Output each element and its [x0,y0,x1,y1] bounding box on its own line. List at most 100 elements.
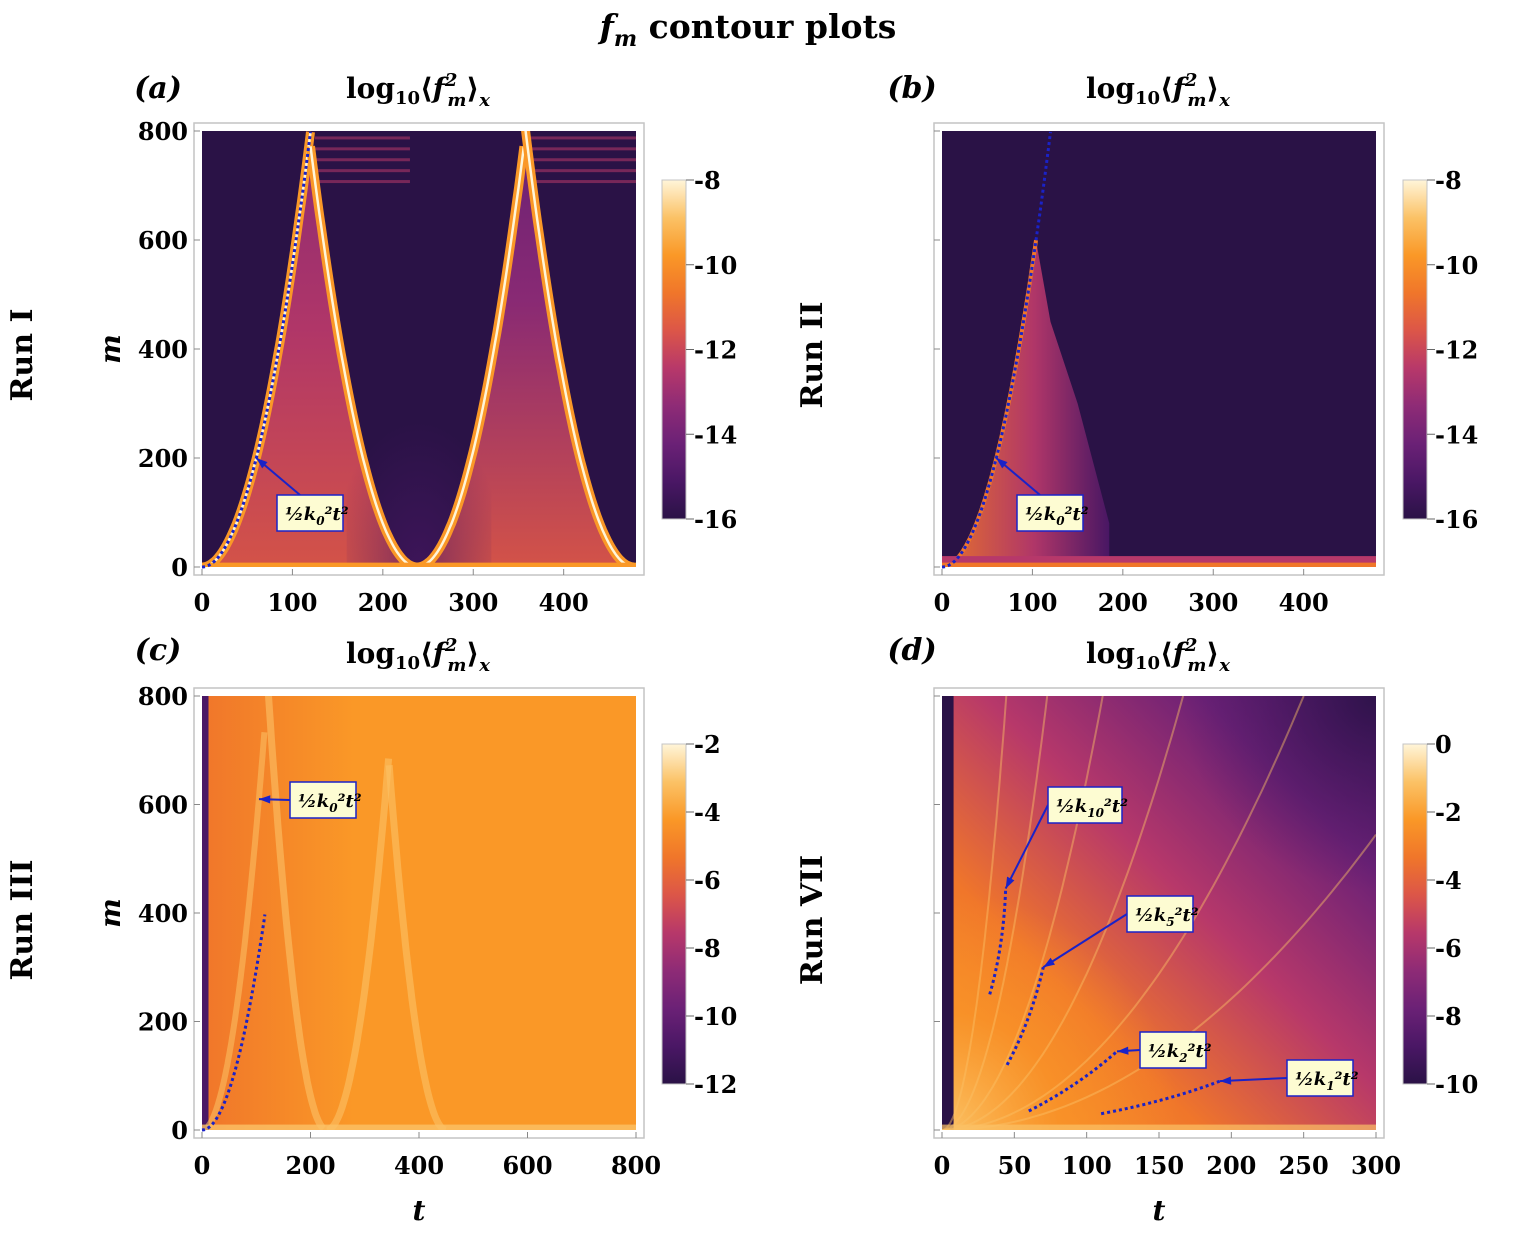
axes: 0 50 100 150 200 250 300 t [934,695,1401,1227]
x-tick-label: 0 [194,1151,211,1180]
annotation-arrow [1042,913,1128,969]
colorbar-tick-label: -8 [694,934,721,963]
panel-letter: (c) [135,633,182,668]
bottom-band-core [942,562,1376,567]
colorbar-tick-label: -14 [694,420,737,449]
row-label: Run VII [795,855,830,985]
faint-arc [385,764,447,1130]
x-tick-label: 150 [1134,1151,1184,1180]
y-tick-label: 400 [138,899,188,928]
colorbar-gradient [1402,743,1428,1085]
colorbar: -8 -10 -12 -14 -16 [1402,166,1478,534]
striation [315,147,410,151]
colorbar-tick-label: -6 [1435,934,1462,963]
panel-title: log10⟨f2 m⟩x [1086,635,1230,676]
colorbar-gradient [661,743,687,1085]
faint-ray [942,696,1185,1130]
y-tick-label: 600 [138,791,188,820]
y-tick-label: 200 [138,444,188,473]
x-tick-label: 400 [394,1151,444,1180]
dark-edge [202,696,209,1130]
annotation-label: ½k0²t² [285,504,349,528]
x-tick-label: 200 [285,1151,335,1180]
x-tick-label: 400 [1279,588,1329,617]
striation [315,136,410,140]
colorbar-tick-label: -10 [1435,1070,1478,1099]
annotation-box [1016,494,1084,532]
x-tick-label: 100 [1062,1151,1112,1180]
colorbar-tick-label: -16 [1435,505,1478,534]
heatmap-area [942,131,1376,567]
annotation-arrowhead [1219,1076,1232,1085]
guide-curves [201,914,267,1132]
bottom-band [202,1124,636,1130]
annotation-arrowhead [256,458,268,469]
annotation-label: ½k2²t² [1148,1041,1212,1065]
striation [529,169,636,173]
colorbar-tick-label: -12 [1435,336,1478,365]
annotation: ½k10²t² [1004,786,1128,890]
x-tick-label: 200 [1206,1151,1256,1180]
annotation: ½k5²t² [1042,895,1199,969]
colorbar: -2 -4 -6 -8 -10 -12 [661,730,737,1099]
annotation: ½k2²t² [1116,1031,1212,1069]
annotation-box [1139,1031,1207,1069]
colorbar-tick-label: -6 [694,866,721,895]
heatmap-area [202,131,636,567]
x-tick-label: 100 [1007,588,1057,617]
colorbar: -8 -10 -12 -14 -16 [661,166,737,534]
colorbar-gradient [1402,179,1428,520]
figure-title-rest: contour plots [637,7,896,46]
faint-ray [942,696,1305,1130]
figure-title-base: f [598,7,619,46]
colorbar-tick-label: -4 [1435,866,1462,895]
axes: 0 200 400 600 800 0 200 400 600 800 m t [94,682,661,1227]
faint-arc [265,696,326,1130]
guide-curves [988,888,1221,1116]
striation [315,180,410,184]
y-tick-label: 800 [138,682,188,711]
x-tick-label: 800 [611,1151,661,1180]
y-axis-label: m [94,334,127,364]
colorbar-tick-label: -10 [694,1002,737,1031]
annotation-box [276,494,344,532]
guide-curve-k2 [1028,1050,1119,1113]
y-tick-label: 400 [138,335,188,364]
colorbar-gradient [661,179,687,520]
striation [315,158,410,162]
y-axis-label: m [94,898,127,928]
x-tick-label: 0 [194,588,211,617]
panel-c: ½k0²t² 0 200 400 600 800 0 200 400 600 800 m t log10⟨… [5,633,737,1227]
colorbar-tick-label: -8 [1435,1002,1462,1031]
colorbar-tick-label: -2 [1435,798,1462,827]
annotation-label: ½k0²t² [298,791,362,815]
figure-title: fm contour plots [598,7,897,52]
annotation-arrowhead [1043,957,1055,968]
bright-arc [524,131,634,567]
bright-arc [309,146,418,567]
x-tick-label: 300 [1351,1151,1401,1180]
bottom-band [942,556,1376,567]
row-label: Run III [5,859,40,980]
colorbar-tick-label: -8 [1435,166,1462,195]
striation [529,158,636,162]
y-tick-label: 600 [138,226,188,255]
panel-title: log10⟨f2 m⟩x [346,635,490,676]
striation [529,147,636,151]
panel-title: log10⟨f2 m⟩x [346,70,490,111]
faint-arc [205,731,268,1129]
colorbar-tick-label: -2 [694,730,721,759]
panel-title: log10⟨f2 m⟩x [1086,70,1230,111]
region-excitation [942,240,1110,567]
dark-edge [942,696,954,1130]
y-tick-label: 0 [171,553,188,582]
annotation-label: ½k10²t² [1056,796,1128,820]
annotation: ½k0²t² [995,457,1089,532]
x-tick-label: 200 [1098,588,1148,617]
annotation: ½k0²t² [258,781,362,819]
annotation-box [289,781,357,819]
x-tick-label: 50 [998,1151,1031,1180]
annotation: ½k1²t² [1219,1059,1359,1097]
annotation-arrowhead [258,795,271,804]
